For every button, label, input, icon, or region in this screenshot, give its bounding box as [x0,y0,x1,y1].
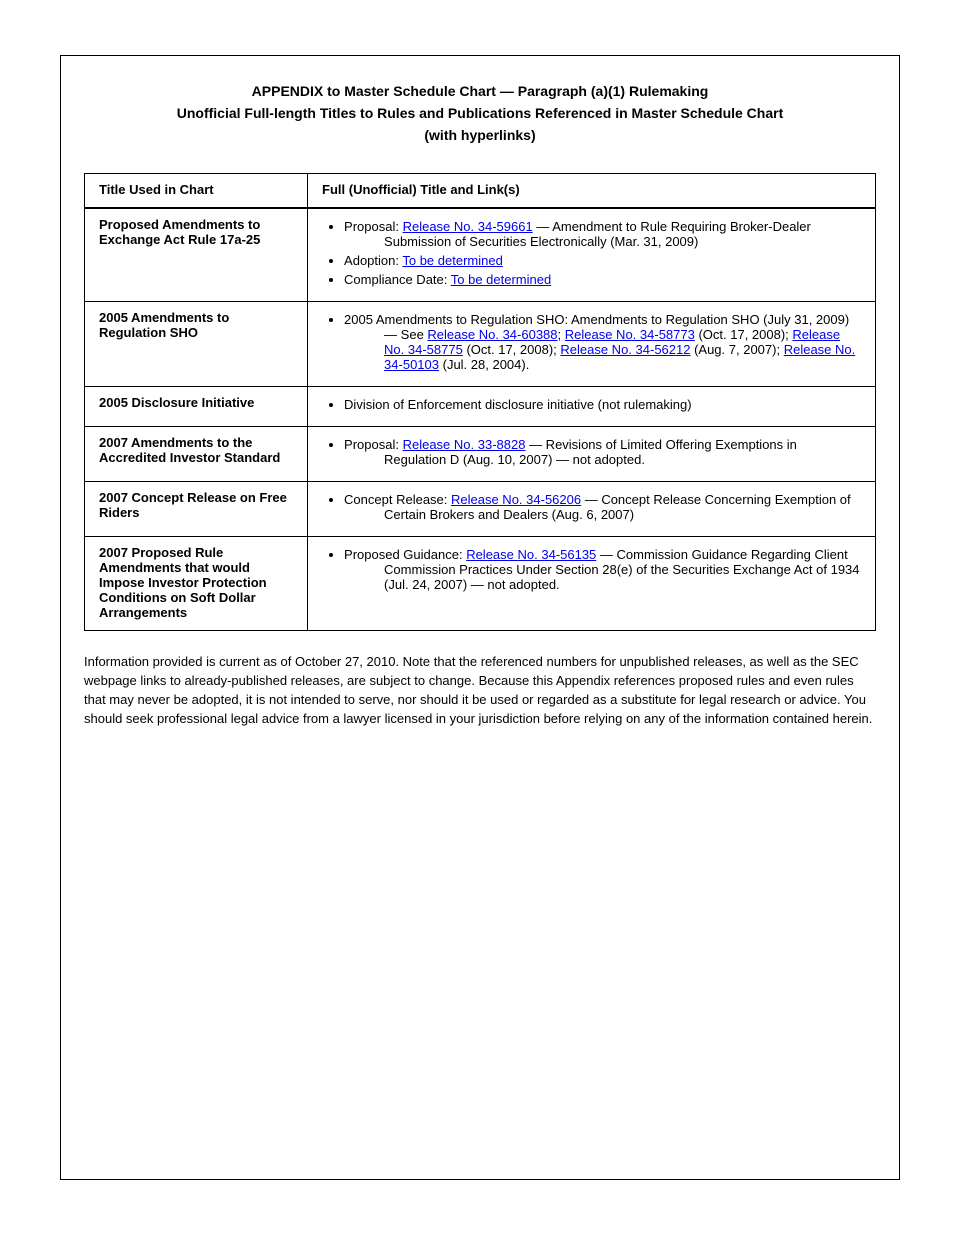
list-item: Adoption: To be determined [344,253,861,268]
list-item-text: Proposed Guidance: Release No. 34-56135 … [344,547,861,592]
list-item: Proposed Guidance: Release No. 34-56135 … [344,547,861,592]
page-content: APPENDIX to Master Schedule Chart — Para… [60,55,900,728]
list-item-text: Adoption: To be determined [344,253,861,268]
table-row: 2007 Proposed Rule Amendments that would… [85,537,876,631]
list-item: Compliance Date: To be determined [344,272,861,287]
row-short-title: 2007 Proposed Rule Amendments that would… [85,537,308,631]
list-item: Concept Release: Release No. 34-56206 — … [344,492,861,522]
row-full-title: Proposal: Release No. 34-59661 — Amendme… [308,208,876,302]
appendix-table-wrap: Title Used in Chart Full (Unofficial) Ti… [84,173,876,631]
row-full-title: Proposed Guidance: Release No. 34-56135 … [308,537,876,631]
row-short-title: Proposed Amendments to Exchange Act Rule… [85,208,308,302]
row-full-title: Proposal: Release No. 33-8828 — Revision… [308,427,876,482]
table-row: 2005 Disclosure Initiative Division of En… [85,387,876,427]
release-link[interactable]: Release No. 34-58773 [565,327,695,342]
table-header-row: Title Used in Chart Full (Unofficial) Ti… [85,174,876,209]
release-link[interactable]: Release No. 33-8828 [403,437,526,452]
release-link[interactable]: Release No. 34-60388 [427,327,557,342]
row-short-title: 2005 Disclosure Initiative [85,387,308,427]
row-short-title: 2007 Concept Release on Free Riders [85,482,308,537]
header-full-title: Full (Unofficial) Title and Link(s) [308,174,876,209]
table-row: Proposed Amendments to Exchange Act Rule… [85,208,876,302]
row-full-title: 2005 Amendments to Regulation SHO: Amend… [308,302,876,387]
appendix-heading-line-3: (with hyperlinks) [84,127,876,143]
page: APPENDIX to Master Schedule Chart — Para… [0,0,954,1235]
header-title-used: Title Used in Chart [85,174,308,209]
appendix-table: Title Used in Chart Full (Unofficial) Ti… [84,173,876,631]
bullet-list: Concept Release: Release No. 34-56206 — … [344,492,861,522]
release-link[interactable]: Release No. 34-56206 [451,492,581,507]
list-item: 2005 Amendments to Regulation SHO: Amend… [344,312,861,372]
row-full-title: Concept Release: Release No. 34-56206 — … [308,482,876,537]
appendix-heading-line-2: Unofficial Full-length Titles to Rules a… [84,105,876,121]
table-row: 2007 Concept Release on Free Riders Conce… [85,482,876,537]
list-item-text: Proposal: Release No. 33-8828 — Revision… [344,437,861,467]
list-item-text: Division of Enforcement disclosure initi… [344,397,861,412]
bullet-list: Proposed Guidance: Release No. 34-56135 … [344,547,861,592]
release-link[interactable]: Release No. 34-56212 [560,342,690,357]
list-item-text: Compliance Date: To be determined [344,272,861,287]
release-link[interactable]: Release No. 34-59661 [403,219,533,234]
list-item: Proposal: Release No. 34-59661 — Amendme… [344,219,861,249]
release-link[interactable]: Release No. 34-56135 [466,547,596,562]
bullet-list: Proposal: Release No. 34-59661 — Amendme… [344,219,861,287]
placeholder-link: To be determined [451,272,551,287]
see-prefix: See [401,327,428,342]
table-row: 2005 Amendments to Regulation SHO 2005 Am… [85,302,876,387]
bullet-list: 2005 Amendments to Regulation SHO: Amend… [344,312,861,372]
row-short-title: 2007 Amendments to the Accredited Invest… [85,427,308,482]
row-short-title: 2005 Amendments to Regulation SHO [85,302,308,387]
appendix-heading-line-1: APPENDIX to Master Schedule Chart — Para… [84,83,876,99]
placeholder-link: To be determined [402,253,502,268]
table-body: Proposed Amendments to Exchange Act Rule… [85,208,876,631]
bullet-list: Division of Enforcement disclosure initi… [344,397,861,412]
list-item-text: Proposal: Release No. 34-59661 — Amendme… [344,219,861,249]
table-row: 2007 Amendments to the Accredited Invest… [85,427,876,482]
list-item: Division of Enforcement disclosure initi… [344,397,861,412]
bullet-list: Proposal: Release No. 33-8828 — Revision… [344,437,861,467]
list-item-text: 2005 Amendments to Regulation SHO: Amend… [344,312,861,372]
disclaimer-notice: Information provided is current as of Oc… [84,653,876,728]
list-item-text: Concept Release: Release No. 34-56206 — … [344,492,861,522]
row-full-title: Division of Enforcement disclosure initi… [308,387,876,427]
list-item: Proposal: Release No. 33-8828 — Revision… [344,437,861,467]
